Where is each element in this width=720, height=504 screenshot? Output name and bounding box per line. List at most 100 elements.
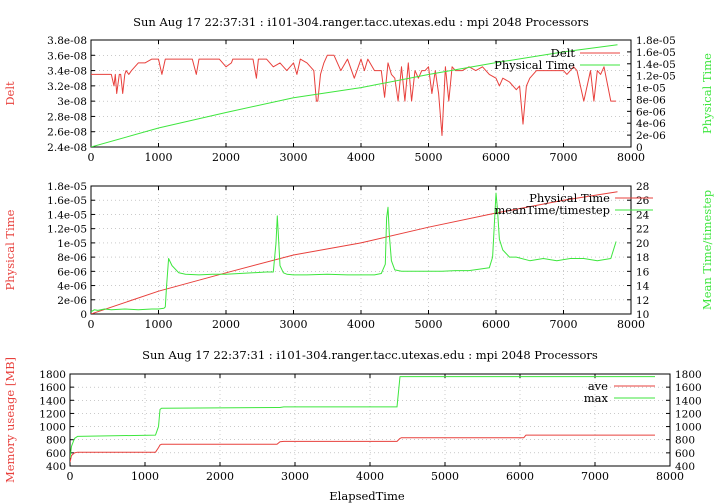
y-tick-label: 1.6e-05 (47, 195, 87, 207)
y-tick-label: 8e-06 (57, 252, 87, 264)
x-tick-label: 2000 (212, 151, 240, 164)
y-axis-label: Memory useage [MB] (3, 357, 17, 483)
x-tick-label: 0 (67, 470, 74, 483)
y-axis-label: Delt (3, 81, 17, 106)
y-tick-label: 2.4e-08 (47, 142, 87, 154)
x-tick-label: 1000 (145, 151, 173, 164)
y2-tick-label: 18 (636, 252, 649, 264)
y-tick-label: 1800 (39, 369, 66, 381)
x-tick-label: 0 (88, 318, 95, 331)
y-tick-label: 1e-05 (57, 238, 87, 250)
y2-tick-label: 24 (636, 209, 650, 221)
x-tick-label: 5000 (415, 318, 443, 331)
series-line-physical-time (91, 44, 618, 147)
y-tick-label: 1.4e-05 (47, 209, 87, 221)
x-tick-label: 5000 (431, 470, 459, 483)
y2-tick-label: 1000 (675, 422, 702, 434)
y2-axis-label: Physical Time (700, 53, 714, 134)
y2-tick-label: 600 (675, 448, 695, 460)
chart-title: Sun Aug 17 22:37:31 : i101-304.ranger.ta… (142, 348, 598, 362)
x-tick-label: 5000 (415, 151, 443, 164)
y2-tick-label: 1e-05 (636, 83, 666, 95)
y2-tick-label: 14 (636, 281, 650, 293)
x-tick-label: 4000 (356, 470, 384, 483)
y2-tick-label: 26 (636, 195, 650, 207)
y-tick-label: 1.2e-05 (47, 224, 87, 236)
x-tick-label: 8000 (617, 151, 645, 164)
y2-tick-label: 1.2e-05 (636, 71, 676, 83)
y-tick-label: 400 (46, 461, 66, 473)
y-tick-label: 0 (80, 309, 87, 321)
x-tick-label: 4000 (347, 318, 375, 331)
series-line-max (70, 376, 655, 459)
panel-1-delt-physical-time: 0 1000 2000 3000 4000 5000 6000 7000 8000 2.4e-08… (3, 15, 714, 164)
y2-tick-label: 1800 (675, 369, 702, 381)
x-tick-label: 6000 (482, 318, 510, 331)
series-group (91, 44, 618, 147)
y-tick-label: 1.8e-05 (47, 181, 87, 193)
x-tick-label: 3000 (281, 470, 309, 483)
y2-tick-label: 1.6e-05 (636, 47, 676, 59)
series-group (70, 376, 655, 463)
x-tick-label: 3000 (280, 318, 308, 331)
y-tick-label: 1400 (39, 395, 66, 407)
y2-tick-label: 1.8e-05 (636, 35, 676, 47)
y2-tick-label: 1600 (675, 382, 702, 394)
y2-tick-label: 800 (675, 435, 695, 447)
x-tick-label: 3000 (280, 151, 308, 164)
series-line-delt (91, 54, 617, 136)
y-tick-label: 600 (46, 448, 66, 460)
series-line-physical-time (91, 191, 618, 314)
chart-title: Sun Aug 17 22:37:31 : i101-304.ranger.ta… (133, 15, 589, 29)
y2-tick-label: 10 (636, 309, 649, 321)
y2-tick-label: 28 (636, 181, 649, 193)
legend-label: Physical Time (529, 191, 610, 205)
x-tick-label: 0 (88, 151, 95, 164)
x-tick-label: 6000 (482, 151, 510, 164)
y2-tick-label: 4e-06 (636, 118, 666, 130)
y2-tick-label: 22 (636, 224, 649, 236)
y2-tick-label: 20 (636, 238, 649, 250)
y-tick-label: 4e-06 (57, 281, 87, 293)
x-tick-label: 4000 (347, 151, 375, 164)
series-line-meantime-timestep (91, 192, 617, 313)
x-tick-label: 8000 (617, 318, 645, 331)
y2-tick-label: 12 (636, 295, 649, 307)
y2-tick-label: 8e-06 (636, 94, 666, 106)
y-tick-label: 6e-06 (57, 266, 87, 278)
x-tick-label: 7000 (550, 318, 578, 331)
y2-tick-label: 400 (675, 461, 695, 473)
legend-label: ave (588, 379, 608, 393)
y2-tick-label: 1400 (675, 395, 702, 407)
y2-axis-label: Mean Time/timestep (700, 190, 714, 310)
y-tick-label: 3e-08 (57, 96, 87, 108)
y-tick-label: 3.6e-08 (47, 50, 87, 62)
x-tick-label: 8000 (656, 470, 684, 483)
x-tick-label: 7000 (550, 151, 578, 164)
series-line-ave (70, 434, 655, 463)
panel-3-memory-usage: 0 1000 2000 3000 4000 5000 6000 7000 80004006008… (3, 348, 702, 503)
y-tick-label: 3.4e-08 (47, 66, 87, 78)
y-tick-label: 1600 (39, 382, 66, 394)
x-tick-label: 2000 (212, 318, 240, 331)
y-tick-label: 2e-06 (57, 295, 87, 307)
y2-tick-label: 16 (636, 266, 650, 278)
y2-tick-label: 6e-06 (636, 106, 666, 118)
y2-tick-label: 1200 (675, 408, 702, 420)
y-tick-label: 1200 (39, 408, 66, 420)
y-tick-label: 800 (46, 435, 66, 447)
x-tick-label: 1000 (145, 318, 173, 331)
series-group (91, 191, 618, 314)
x-axis-label: ElapsedTime (329, 489, 405, 503)
y-tick-label: 3.8e-08 (47, 35, 87, 47)
y-tick-label: 2.8e-08 (47, 111, 87, 123)
y2-tick-label: 0 (636, 142, 643, 154)
y-tick-label: 1000 (39, 422, 66, 434)
y-axis-label: Physical Time (3, 209, 17, 290)
legend-label: meanTime/timestep (494, 203, 610, 217)
y-tick-label: 3.2e-08 (47, 81, 87, 93)
x-tick-label: 7000 (581, 470, 609, 483)
y2-tick-label: 2e-06 (636, 130, 666, 142)
panel-2-physical-time-mean-time: 0 1000 2000 3000 4000 5000 6000 7000 800002e-064… (3, 181, 714, 331)
